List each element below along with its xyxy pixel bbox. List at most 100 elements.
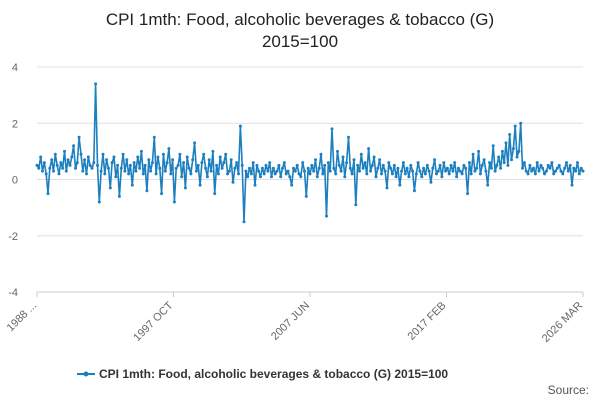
data-point[interactable] xyxy=(224,152,228,156)
data-point[interactable] xyxy=(539,163,543,167)
data-point[interactable] xyxy=(74,166,77,170)
data-point[interactable] xyxy=(143,163,147,167)
data-point[interactable] xyxy=(46,192,50,196)
data-point[interactable] xyxy=(240,163,244,167)
data-point[interactable] xyxy=(308,172,312,176)
data-point[interactable] xyxy=(337,163,341,167)
data-point[interactable] xyxy=(66,158,70,162)
data-point[interactable] xyxy=(297,172,301,176)
data-point[interactable] xyxy=(374,175,378,179)
data-point[interactable] xyxy=(277,163,281,167)
data-point[interactable] xyxy=(394,175,398,179)
data-point[interactable] xyxy=(409,163,413,167)
data-point[interactable] xyxy=(161,152,165,156)
data-point[interactable] xyxy=(121,152,125,156)
data-point[interactable] xyxy=(260,166,264,170)
data-point[interactable] xyxy=(268,161,272,165)
data-point[interactable] xyxy=(103,172,107,176)
data-point[interactable] xyxy=(132,161,136,165)
data-point[interactable] xyxy=(156,155,160,159)
data-point[interactable] xyxy=(238,124,242,128)
data-point[interactable] xyxy=(273,172,277,176)
data-point[interactable] xyxy=(301,161,305,165)
data-point[interactable] xyxy=(92,161,96,165)
data-point[interactable] xyxy=(319,152,323,156)
data-point[interactable] xyxy=(39,155,43,159)
data-point[interactable] xyxy=(174,166,178,170)
data-point[interactable] xyxy=(165,161,169,165)
data-point[interactable] xyxy=(381,163,385,167)
data-point[interactable] xyxy=(577,172,581,176)
data-point[interactable] xyxy=(380,172,383,176)
data-point[interactable] xyxy=(116,163,120,167)
data-point[interactable] xyxy=(581,169,585,173)
data-point[interactable] xyxy=(270,175,273,179)
data-point[interactable] xyxy=(288,175,292,179)
data-point[interactable] xyxy=(70,155,74,159)
data-point[interactable] xyxy=(500,149,504,153)
data-point[interactable] xyxy=(367,147,371,151)
data-point[interactable] xyxy=(205,175,209,179)
data-point[interactable] xyxy=(519,121,523,125)
data-point[interactable] xyxy=(544,169,548,173)
data-point[interactable] xyxy=(196,163,200,167)
data-point[interactable] xyxy=(387,161,391,165)
data-point[interactable] xyxy=(59,161,63,165)
data-point[interactable] xyxy=(524,169,528,173)
data-point[interactable] xyxy=(444,169,448,173)
data-point[interactable] xyxy=(286,169,290,173)
data-point[interactable] xyxy=(279,175,283,179)
data-point[interactable] xyxy=(460,172,464,176)
data-point[interactable] xyxy=(198,183,202,187)
data-point[interactable] xyxy=(72,144,76,148)
data-point[interactable] xyxy=(469,172,473,176)
data-point[interactable] xyxy=(259,175,262,179)
data-point[interactable] xyxy=(350,172,354,176)
data-point[interactable] xyxy=(369,169,372,173)
data-point[interactable] xyxy=(194,169,198,173)
data-point[interactable] xyxy=(554,169,557,173)
data-point[interactable] xyxy=(231,180,235,184)
data-point[interactable] xyxy=(99,169,103,173)
data-point[interactable] xyxy=(579,166,583,170)
data-point[interactable] xyxy=(436,169,440,173)
data-point[interactable] xyxy=(180,175,184,179)
data-point[interactable] xyxy=(251,161,255,165)
data-point[interactable] xyxy=(473,169,477,173)
data-point[interactable] xyxy=(57,172,61,176)
data-point[interactable] xyxy=(37,166,41,170)
data-point[interactable] xyxy=(420,175,424,179)
data-point[interactable] xyxy=(471,152,475,156)
data-point[interactable] xyxy=(339,169,343,173)
data-point[interactable] xyxy=(517,149,521,153)
data-point[interactable] xyxy=(572,166,576,170)
data-point[interactable] xyxy=(510,158,513,162)
data-point[interactable] xyxy=(358,169,361,173)
data-point[interactable] xyxy=(160,192,164,196)
data-point[interactable] xyxy=(442,161,446,165)
data-point[interactable] xyxy=(107,166,110,170)
data-point[interactable] xyxy=(149,169,153,173)
data-point[interactable] xyxy=(414,172,418,176)
data-point[interactable] xyxy=(150,161,154,165)
data-point[interactable] xyxy=(528,163,532,167)
data-point[interactable] xyxy=(376,166,380,170)
data-point[interactable] xyxy=(345,161,349,165)
data-point[interactable] xyxy=(489,166,493,170)
data-point[interactable] xyxy=(123,169,127,173)
data-point[interactable] xyxy=(145,189,149,193)
data-point[interactable] xyxy=(466,192,470,196)
data-point[interactable] xyxy=(434,172,438,176)
data-point[interactable] xyxy=(119,166,123,170)
data-point[interactable] xyxy=(77,135,81,139)
data-point[interactable] xyxy=(535,161,539,165)
data-point[interactable] xyxy=(128,163,132,167)
data-point[interactable] xyxy=(557,163,561,167)
data-point[interactable] xyxy=(359,152,363,156)
data-point[interactable] xyxy=(475,166,479,170)
data-point[interactable] xyxy=(403,172,407,176)
data-point[interactable] xyxy=(480,163,484,167)
data-point[interactable] xyxy=(455,175,459,179)
data-point[interactable] xyxy=(341,155,345,159)
data-point[interactable] xyxy=(559,169,563,173)
